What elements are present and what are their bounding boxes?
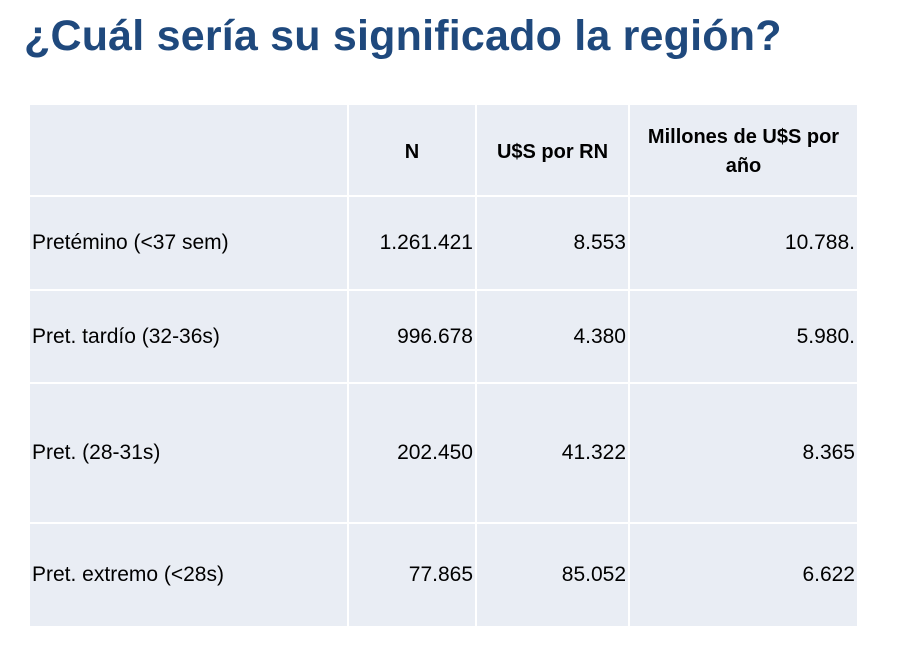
header-n: N xyxy=(347,103,477,197)
page-title: ¿Cuál sería su significado la región? xyxy=(24,12,782,60)
header-usd-per-rn: U$S por RN xyxy=(475,103,630,197)
cell-millions: 8.365 xyxy=(628,382,859,524)
table-row: Pret. extremo (<28s) 77.865 85.052 6.622 xyxy=(28,522,859,628)
cost-table: N U$S por RN Millones de U$S por año Pre… xyxy=(28,103,859,628)
row-label: Pretémino (<37 sem) xyxy=(28,195,349,291)
cell-usd-per-rn: 85.052 xyxy=(475,522,630,628)
cell-n: 77.865 xyxy=(347,522,477,628)
cell-n: 1.261.421 xyxy=(347,195,477,291)
row-label: Pret. tardío (32-36s) xyxy=(28,289,349,384)
cell-millions: 5.980. xyxy=(628,289,859,384)
row-label: Pret. (28-31s) xyxy=(28,382,349,524)
table-row: Pretémino (<37 sem) 1.261.421 8.553 10.7… xyxy=(28,195,859,291)
cell-n: 996.678 xyxy=(347,289,477,384)
cell-millions: 6.622 xyxy=(628,522,859,628)
cell-usd-per-rn: 8.553 xyxy=(475,195,630,291)
cell-n: 202.450 xyxy=(347,382,477,524)
cell-usd-per-rn: 41.322 xyxy=(475,382,630,524)
table-row: Pret. (28-31s) 202.450 41.322 8.365 xyxy=(28,382,859,524)
header-millions-per-year: Millones de U$S por año xyxy=(628,103,859,197)
cell-millions: 10.788. xyxy=(628,195,859,291)
header-empty xyxy=(28,103,349,197)
table-row: Pret. tardío (32-36s) 996.678 4.380 5.98… xyxy=(28,289,859,384)
table-header-row: N U$S por RN Millones de U$S por año xyxy=(28,103,859,197)
cell-usd-per-rn: 4.380 xyxy=(475,289,630,384)
row-label: Pret. extremo (<28s) xyxy=(28,522,349,628)
